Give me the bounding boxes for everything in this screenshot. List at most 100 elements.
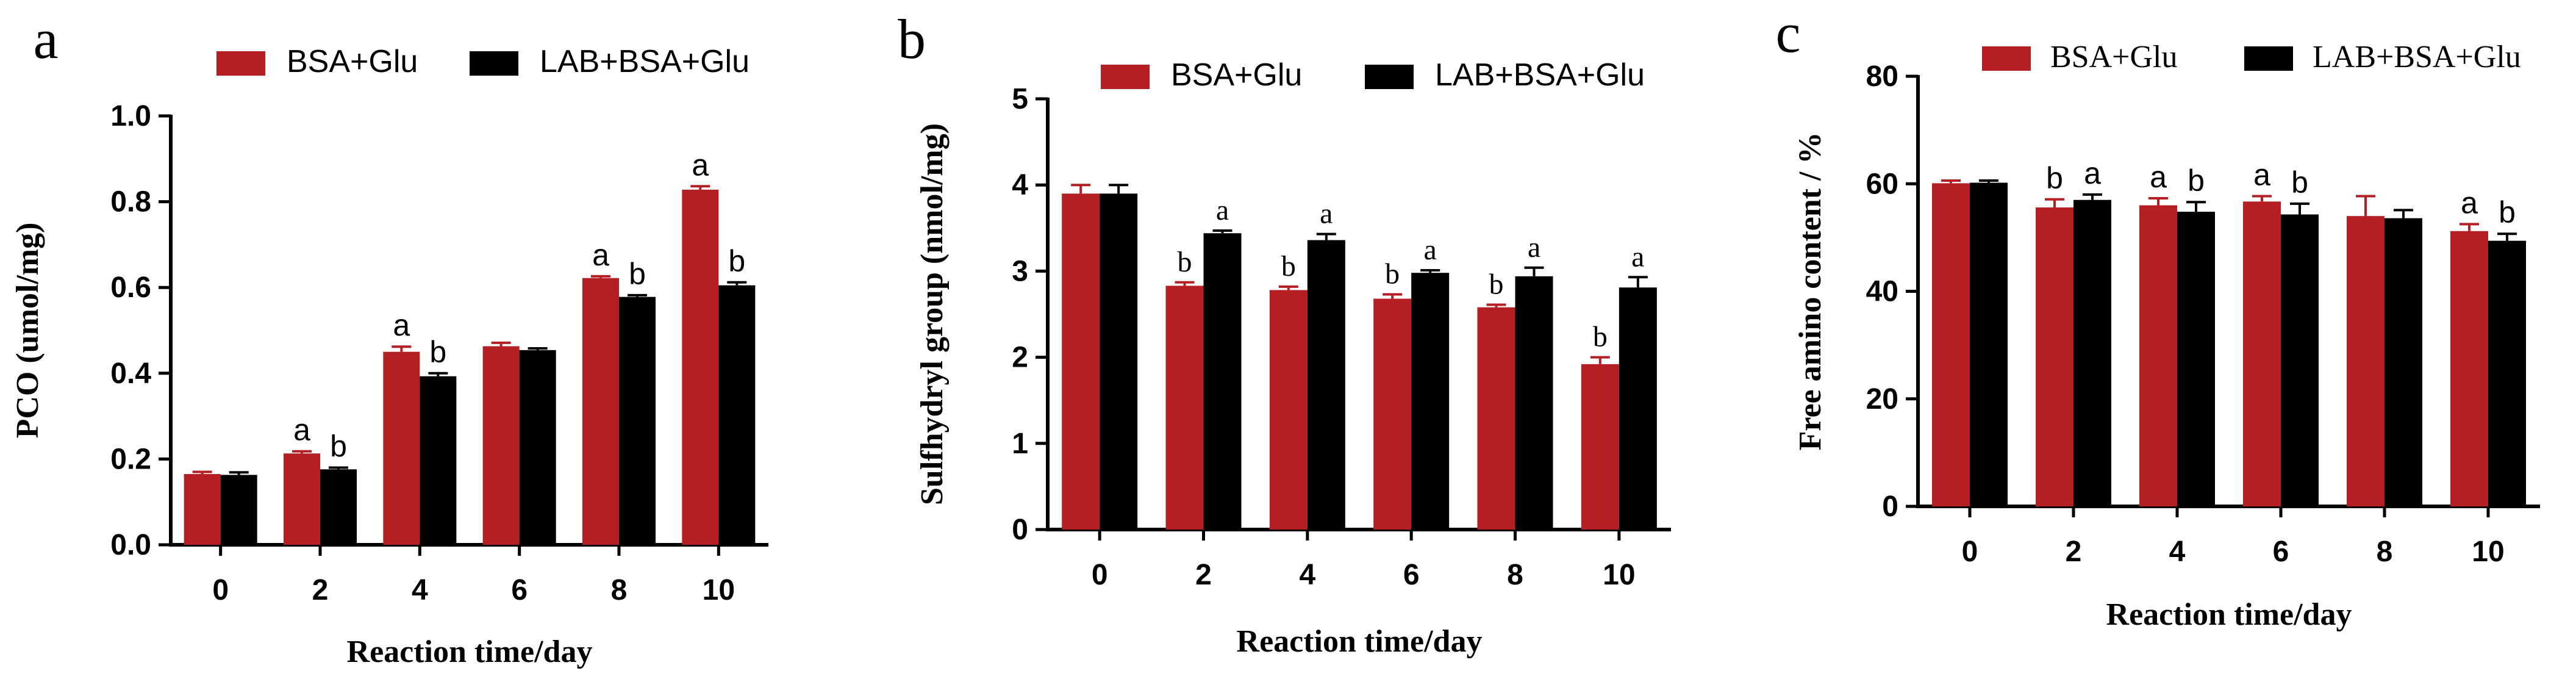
bar-series1 [2243, 201, 2281, 506]
significance-label: a [2461, 185, 2478, 220]
significance-label: a [1424, 234, 1437, 266]
y-tick-label: 0 [1882, 491, 1898, 523]
x-tick-label: 6 [2273, 536, 2289, 568]
x-tick-label: 0 [1962, 536, 1978, 568]
significance-label: a [393, 308, 410, 342]
bar-series2 [1515, 276, 1553, 530]
x-axis-title: Reaction time/day [347, 634, 593, 669]
panel-letter: b [898, 8, 926, 70]
significance-label: b [2046, 161, 2063, 195]
x-tick-label: 8 [2377, 536, 2393, 568]
x-tick-label: 8 [611, 574, 628, 606]
legend-label-series2: LAB+BSA+Glu [540, 44, 750, 79]
x-tick-label: 6 [511, 574, 528, 606]
bar-series2 [519, 350, 556, 545]
y-tick-label: 0.4 [110, 358, 151, 390]
x-tick-label: 0 [1092, 559, 1108, 591]
x-tick-label: 4 [412, 574, 428, 606]
bar-series2 [1203, 233, 1242, 530]
bar-series1 [582, 278, 619, 545]
y-axis-title: Free amino content / % [1793, 132, 1828, 451]
legend-label-series2: LAB+BSA+Glu [2313, 40, 2521, 74]
significance-label: b [728, 244, 745, 278]
x-axis-title: Reaction time/day [1237, 624, 1483, 659]
bar-series1 [2036, 207, 2073, 506]
y-tick-label: 40 [1866, 276, 1898, 308]
bar-series2 [2488, 240, 2526, 506]
bar-series1 [1269, 290, 1308, 530]
y-tick-label: 0.8 [110, 186, 151, 218]
x-tick-label: 2 [312, 574, 329, 606]
y-tick-label: 4 [1012, 169, 1028, 201]
legend-swatch-series1 [216, 51, 265, 76]
bar-series2 [619, 296, 656, 545]
bar-series1 [383, 351, 420, 545]
bar-series1 [2347, 216, 2385, 506]
significance-label: a [293, 413, 310, 447]
significance-label: b [2499, 195, 2516, 229]
x-tick-label: 8 [1507, 559, 1523, 591]
bar-series2 [1307, 240, 1345, 530]
significance-label: b [1593, 321, 1608, 353]
bar-series1 [2450, 231, 2488, 506]
significance-label: b [1178, 246, 1192, 278]
y-tick-label: 60 [1866, 168, 1898, 200]
bar-series2 [2177, 212, 2215, 506]
bar-series2 [718, 285, 756, 545]
significance-label: a [1631, 240, 1644, 273]
significance-label: a [592, 238, 609, 272]
y-tick-label: 0.0 [110, 529, 151, 561]
significance-label: b [2188, 164, 2205, 198]
legend-label-series1: BSA+Glu [287, 44, 418, 79]
bar-series2 [1970, 182, 2008, 506]
bar-series1 [1062, 193, 1100, 530]
y-axis-title: Sulfhydryl group (nmol/mg) [915, 123, 950, 505]
significance-label: a [1216, 194, 1229, 226]
y-tick-label: 0 [1012, 514, 1028, 546]
bar-series2 [2385, 218, 2422, 506]
bar-series2 [1100, 193, 1138, 530]
bar-series1 [184, 474, 221, 545]
bar-series1 [1165, 286, 1204, 530]
bar-series1 [482, 346, 520, 545]
significance-label: b [2291, 165, 2308, 199]
bar-series2 [2281, 214, 2319, 506]
bar-series2 [420, 376, 457, 545]
legend-label-series2: LAB+BSA+Glu [1435, 57, 1645, 93]
y-tick-label: 0.6 [110, 271, 151, 304]
y-tick-label: 80 [1866, 60, 1898, 93]
significance-label: b [1281, 250, 1296, 282]
y-tick-label: 1.0 [110, 100, 151, 132]
bar-series2 [1411, 273, 1450, 530]
x-tick-label: 10 [1603, 559, 1635, 591]
x-tick-label: 4 [2169, 536, 2186, 568]
legend-swatch-series2 [2244, 46, 2293, 71]
significance-label: a [2150, 160, 2167, 194]
significance-label: b [330, 429, 347, 463]
y-tick-label: 2 [1012, 342, 1028, 374]
significance-label: a [692, 148, 709, 182]
bar-series2 [2073, 199, 2111, 506]
bar-series1 [1932, 183, 1970, 506]
significance-label: a [2253, 158, 2270, 192]
legend-swatch-series1 [1982, 46, 2031, 71]
legend-label-series1: BSA+Glu [1171, 57, 1302, 93]
x-tick-label: 6 [1403, 559, 1420, 591]
bar-series1 [1373, 298, 1412, 530]
significance-label: b [429, 335, 446, 369]
significance-label: b [629, 257, 646, 291]
panel-letter: a [34, 8, 59, 70]
bar-series2 [320, 469, 357, 545]
significance-label: a [1320, 198, 1333, 230]
bar-series1 [2139, 205, 2177, 506]
bar-series2 [220, 475, 257, 545]
x-axis-title: Reaction time/day [2106, 597, 2352, 632]
y-tick-label: 5 [1012, 83, 1028, 115]
significance-label: a [1528, 231, 1540, 264]
bar-series1 [1477, 307, 1515, 530]
legend-label-series1: BSA+Glu [2050, 40, 2177, 74]
